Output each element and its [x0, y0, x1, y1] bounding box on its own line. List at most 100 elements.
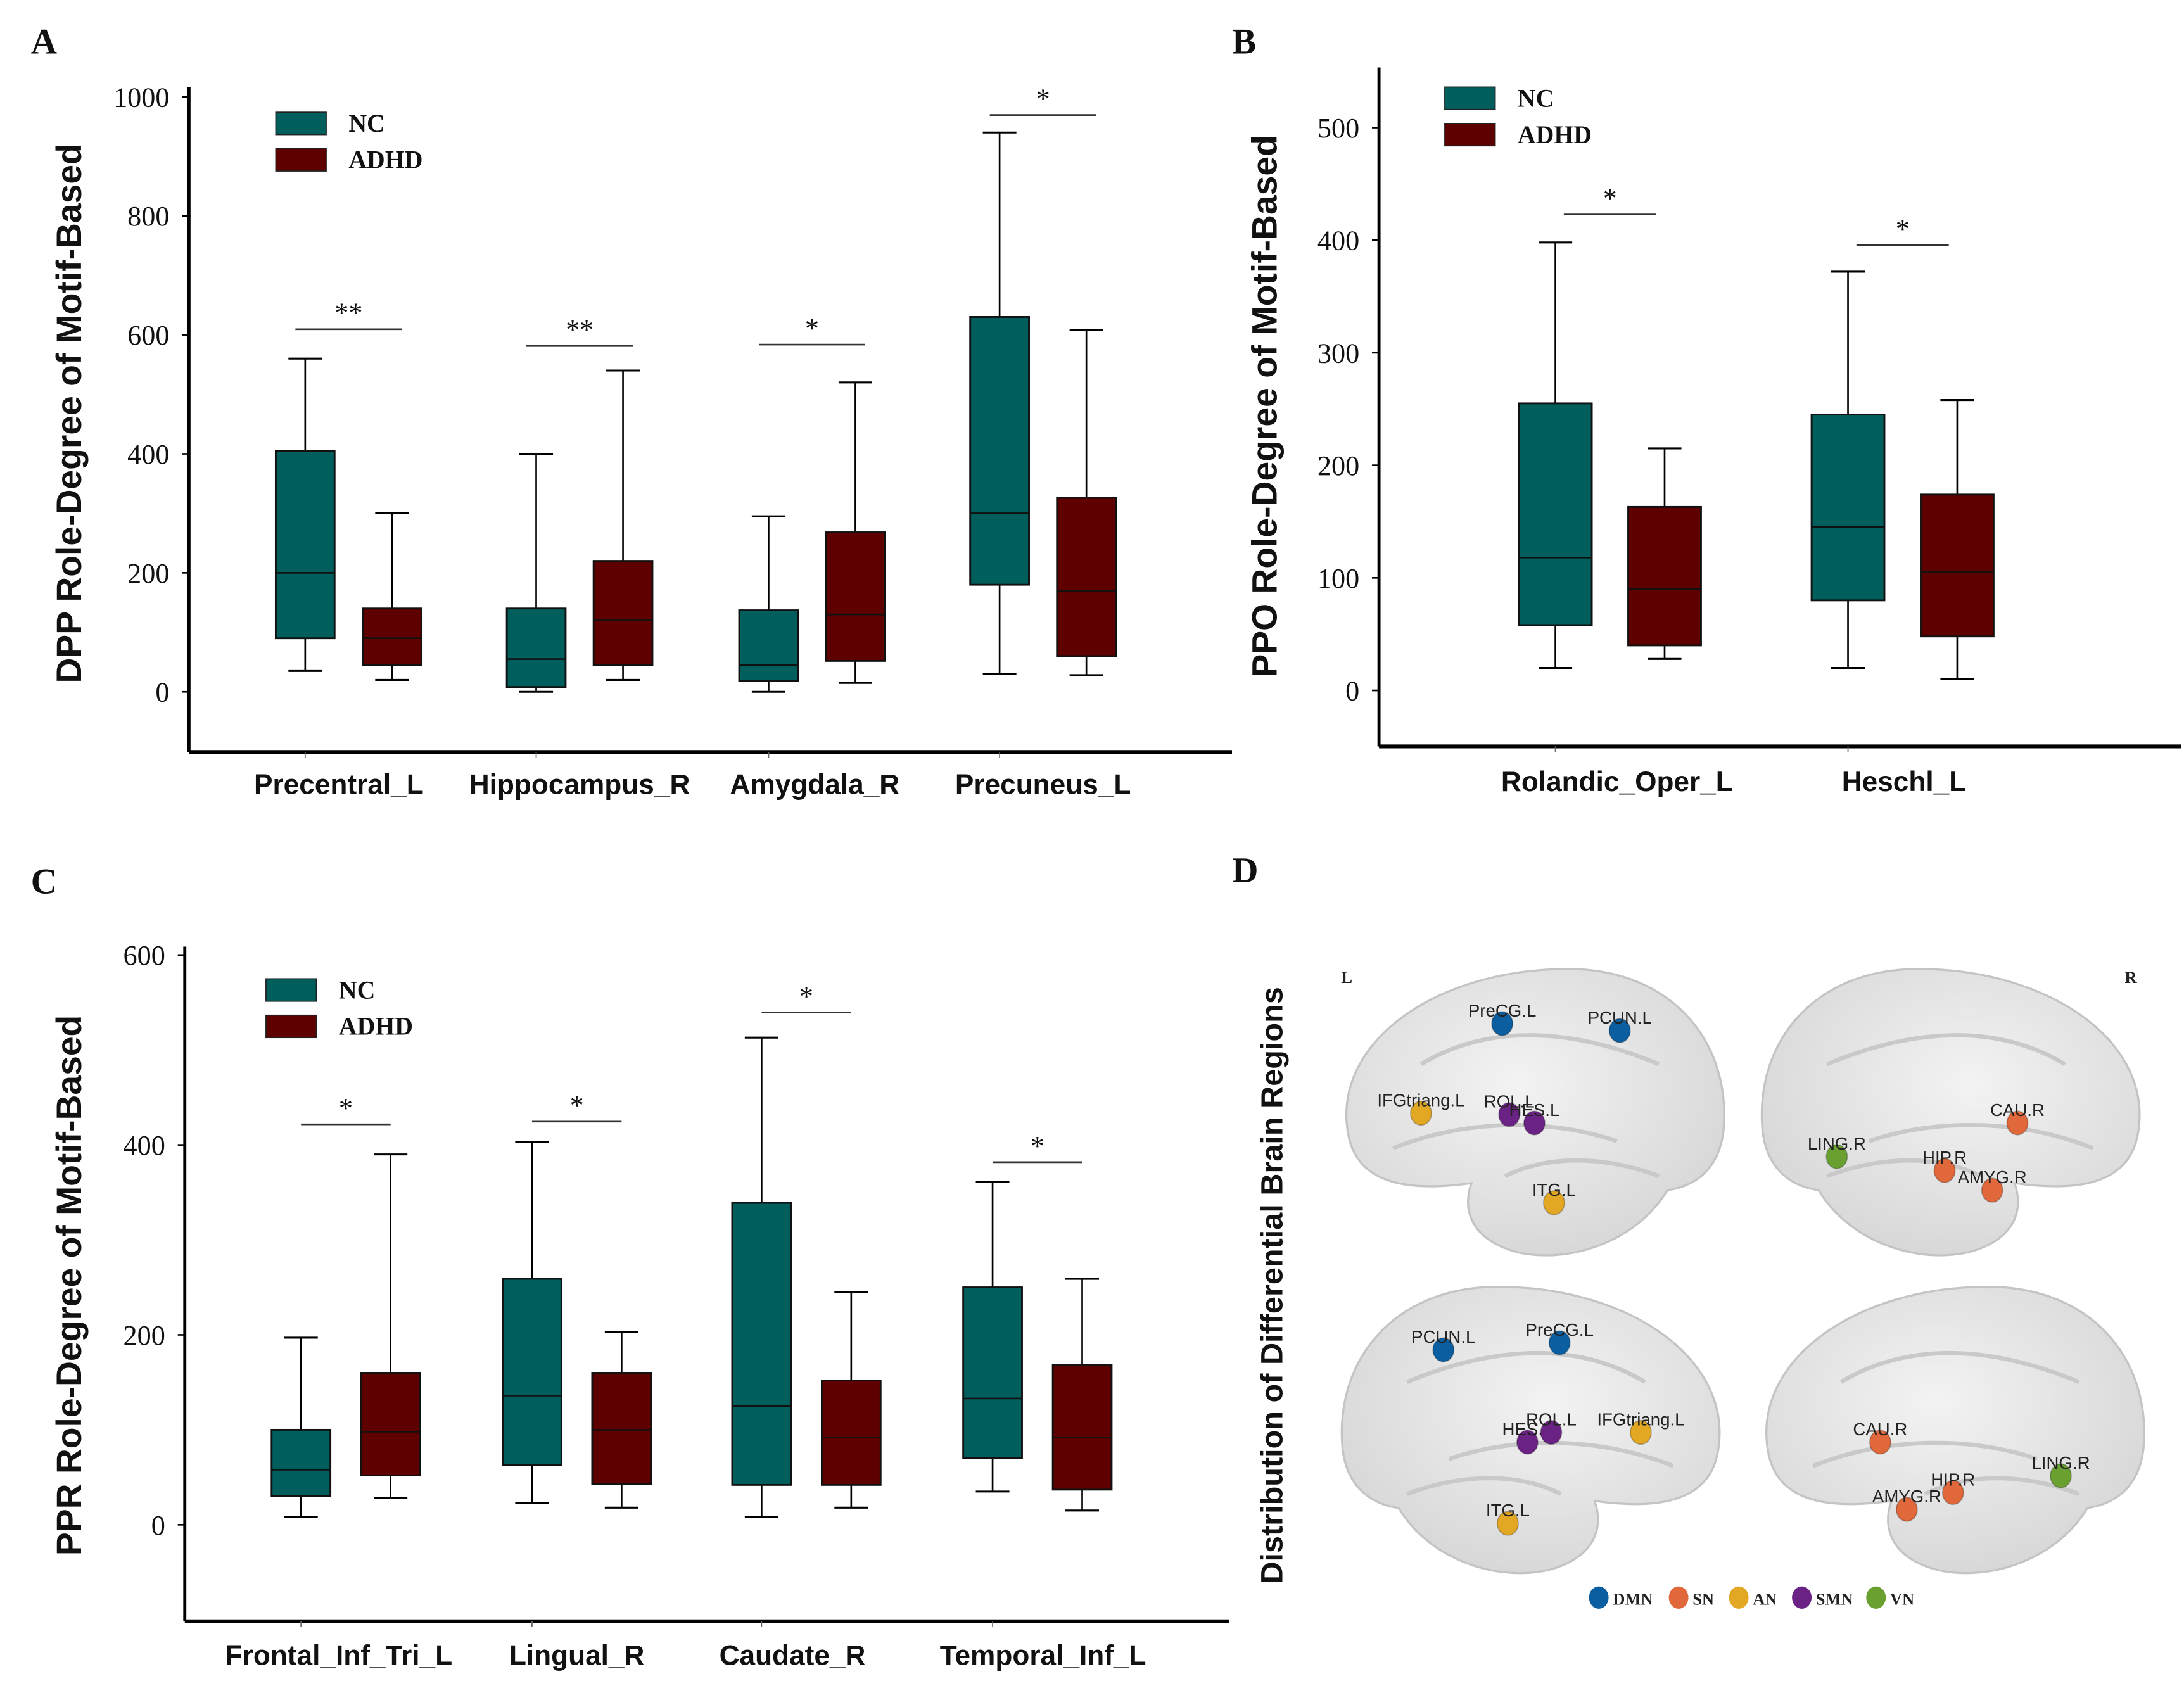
region-label: HES.L	[1509, 1100, 1560, 1120]
brain-region-cau-r: CAU.R	[1853, 1419, 1907, 1455]
network-legend-vn: VN	[1866, 1586, 1914, 1609]
box-iqr	[731, 1202, 792, 1486]
legend-label-nc: NC	[348, 110, 384, 137]
significance-stars: *	[570, 1090, 584, 1121]
region-label: PreCG.L	[1468, 1001, 1536, 1020]
region-node	[1869, 1430, 1891, 1455]
y-tick-label: 0	[151, 1510, 165, 1541]
legend-swatch-nc	[265, 978, 317, 1002]
region-node	[1933, 1158, 1956, 1183]
box-nc-precuneus_l	[969, 131, 1030, 675]
y-axis-title: PPR Role-Degree of Motif-Based	[49, 1015, 89, 1556]
region-label: LING.R	[2031, 1453, 2090, 1473]
legend-swatch-adhd	[1444, 122, 1496, 147]
brain-region-pcun-l: PCUN.L	[1588, 1008, 1652, 1043]
region-node	[1491, 1011, 1514, 1036]
box-adhd-caudate_r	[820, 1291, 882, 1509]
region-label: ITG.L	[1486, 1500, 1530, 1520]
network-legend-dmn: DMN	[1589, 1586, 1653, 1609]
region-label: CAU.R	[1990, 1100, 2045, 1120]
region-label: CAU.R	[1853, 1419, 1907, 1439]
region-label: HIP.R	[1922, 1148, 1967, 1167]
panel-b-chart: B 0 100 200 300 400 500 PPO Role-Degree of Moti…	[1232, 22, 2181, 797]
y-tick-label: 0	[1345, 676, 1359, 707]
x-tick-label: Heschl_L	[1842, 766, 1966, 797]
region-label: IFGtriang.L	[1597, 1409, 1684, 1429]
network-legend-label: SN	[1692, 1589, 1714, 1608]
significance-stars: *	[1031, 1131, 1044, 1162]
significance-stars: *	[799, 980, 813, 1012]
brain-sulci	[1826, 1033, 2094, 1179]
box-iqr	[1920, 493, 1995, 638]
y-tick-label: 200	[127, 558, 169, 589]
region-node	[1608, 1018, 1631, 1043]
y-tick-label: 500	[1317, 113, 1359, 144]
x-tick-label: Frontal_Inf_Tri_L	[225, 1640, 452, 1671]
region-label: ROL.L	[1484, 1092, 1535, 1112]
region-node	[1496, 1511, 1519, 1536]
box-adhd-hippocampus_r	[592, 369, 654, 682]
region-node	[1498, 1102, 1521, 1127]
brain-region-ling-r: LING.R	[1808, 1134, 1866, 1169]
region-node	[2050, 1463, 2072, 1488]
box-nc-amygdala_r	[738, 515, 799, 693]
y-tick-label: 400	[1317, 225, 1359, 257]
brain-region-itg-l: ITG.L	[1532, 1180, 1576, 1215]
brain-region-itg-l: ITG.L	[1486, 1500, 1530, 1536]
brain-region-ifgtriang-l: IFGtriang.L	[1597, 1409, 1684, 1445]
network-legend-dot	[1792, 1586, 1812, 1609]
box-iqr	[969, 316, 1030, 586]
y-tick-label: 400	[124, 1130, 165, 1161]
brain-region-ifgtriang-l: IFGtriang.L	[1377, 1090, 1464, 1126]
box-iqr	[591, 1372, 652, 1485]
x-tick-label: Amygdala_R	[730, 770, 900, 801]
legend-label-adhd: ADHD	[1518, 121, 1592, 149]
box-nc-rolandic_oper_l	[1518, 241, 1593, 669]
box-iqr	[270, 1428, 332, 1497]
region-node	[1895, 1497, 1918, 1522]
region-label: PCUN.L	[1411, 1327, 1475, 1347]
network-legend-label: DMN	[1613, 1589, 1653, 1608]
y-tick-label: 100	[1317, 563, 1359, 594]
box-iqr	[1056, 497, 1117, 657]
box-iqr	[820, 1380, 882, 1486]
brain-region-pcun-l: PCUN.L	[1411, 1327, 1475, 1362]
region-label: AMYG.R	[1958, 1167, 2027, 1187]
box-adhd-heschl_l	[1920, 399, 1995, 680]
region-label: IFGtriang.L	[1377, 1090, 1464, 1110]
brain-region-hip-r: HIP.R	[1931, 1469, 1975, 1506]
left-hemisphere-marker: L	[1341, 968, 1352, 987]
box-adhd-amygdala_r	[825, 381, 886, 684]
y-tick-label: 300	[1317, 338, 1359, 369]
box-nc-precentral_l	[274, 357, 336, 672]
y-tick-label: 1000	[113, 82, 169, 113]
box-nc-heschl_l	[1810, 270, 1886, 669]
network-legend-label: SMN	[1816, 1589, 1853, 1608]
significance-stars: *	[1896, 213, 1910, 244]
region-node	[1432, 1337, 1455, 1362]
panel-letter: D	[1232, 851, 1259, 891]
box-adhd-lingual_r	[591, 1331, 652, 1509]
box-adhd-rolandic_oper_l	[1627, 447, 1702, 660]
legend-swatch-nc	[275, 111, 327, 136]
box-nc-lingual_r	[502, 1141, 562, 1504]
y-tick-label: 0	[155, 677, 169, 708]
brain-region-rol-l: ROL.L	[1484, 1092, 1535, 1127]
box-adhd-precuneus_l	[1056, 329, 1117, 676]
box-iqr	[1627, 505, 1702, 647]
legend-swatch-adhd	[275, 148, 327, 172]
box-iqr	[362, 607, 422, 666]
box-adhd-temporal_inf_l	[1051, 1278, 1113, 1512]
x-tick-label: Caudate_R	[720, 1640, 866, 1671]
panel-letter: B	[1232, 22, 1256, 61]
significance-stars: *	[805, 313, 819, 344]
brain-region-precg-l: PreCG.L	[1468, 1001, 1536, 1036]
region-label: PCUN.L	[1588, 1008, 1652, 1027]
panel-letter: A	[31, 22, 58, 61]
brain-region-cau-r: CAU.R	[1990, 1100, 2045, 1136]
region-label: PreCG.L	[1526, 1320, 1594, 1340]
